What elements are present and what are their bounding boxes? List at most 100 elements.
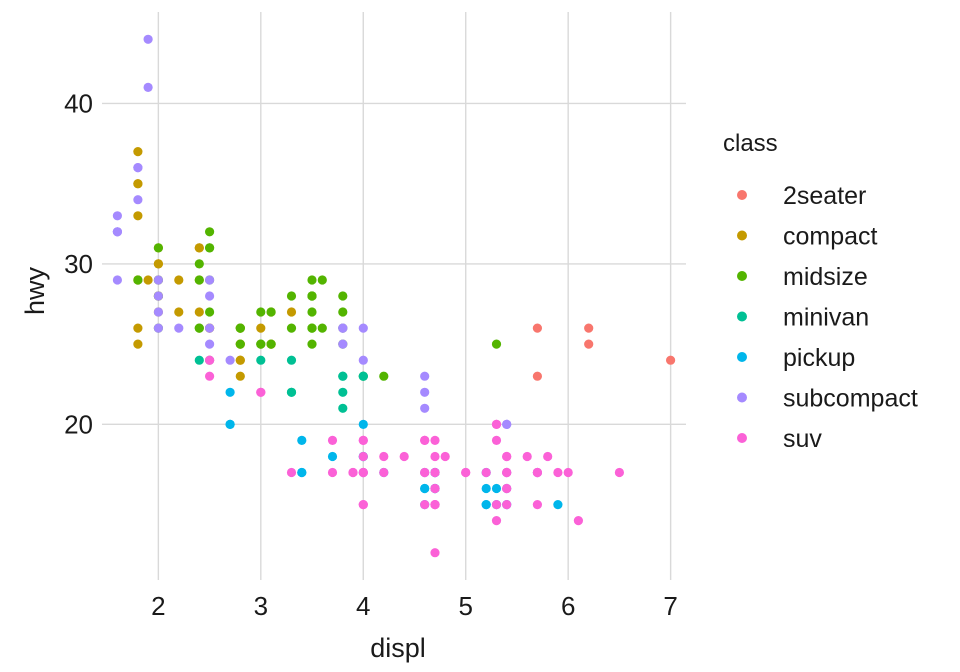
data-point-midsize	[317, 323, 327, 333]
data-point-midsize	[307, 323, 317, 333]
data-point-pickup	[491, 483, 502, 494]
data-point-pickup	[553, 500, 563, 510]
data-point-midsize	[256, 307, 266, 317]
data-point-midsize	[307, 307, 317, 317]
data-point-subcompact	[153, 291, 163, 301]
x-tick-label: 3	[254, 591, 268, 621]
data-point-midsize	[338, 291, 348, 301]
data-point-subcompact	[143, 34, 153, 44]
legend-label-2seater: 2seater	[783, 182, 866, 210]
data-point-midsize	[235, 339, 245, 349]
data-point-minivan	[286, 355, 297, 365]
data-point-2seater	[584, 339, 594, 349]
data-point-compact	[133, 323, 143, 333]
legend-key-compact	[737, 230, 747, 241]
data-point-suv	[327, 467, 338, 478]
legend: 2seater compact midsize minivan pickup subcom…	[737, 182, 918, 453]
data-point-midsize	[307, 275, 317, 285]
legend-label-subcompact: subcompact	[783, 385, 918, 413]
data-point-subcompact	[420, 387, 430, 397]
data-point-subcompact	[420, 371, 430, 381]
data-point-compact	[235, 371, 245, 381]
legend-key-2seater	[737, 190, 747, 200]
data-point-midsize	[379, 371, 389, 381]
data-point-midsize	[286, 323, 297, 333]
data-point-subcompact	[112, 275, 122, 285]
legend-label-minivan: minivan	[783, 304, 869, 332]
data-point-midsize	[205, 243, 215, 253]
data-point-pickup	[420, 483, 430, 494]
data-point-compact	[194, 307, 204, 317]
data-point-midsize	[153, 243, 163, 253]
data-point-suv	[358, 451, 368, 462]
data-point-suv	[502, 467, 512, 478]
data-point-midsize	[194, 259, 204, 269]
data-point-2seater	[666, 355, 676, 365]
x-tick-label: 5	[458, 591, 472, 621]
data-point-suv	[420, 435, 430, 445]
data-point-suv	[358, 435, 368, 445]
data-point-suv	[420, 500, 430, 510]
legend-key-suv	[737, 433, 747, 443]
data-point-suv	[327, 435, 338, 445]
data-point-suv	[491, 516, 502, 526]
data-point-pickup	[481, 483, 491, 494]
data-point-pickup	[327, 451, 338, 462]
data-point-suv	[502, 451, 512, 462]
data-point-compact	[133, 211, 143, 221]
data-point-subcompact	[225, 355, 235, 365]
data-point-suv	[491, 500, 502, 510]
data-point-suv	[502, 500, 512, 510]
data-point-pickup	[225, 419, 235, 429]
legend-key-pickup	[737, 352, 747, 362]
data-point-suv	[430, 435, 440, 445]
data-point-suv	[502, 483, 512, 494]
data-point-subcompact	[205, 323, 215, 333]
data-point-compact	[133, 339, 143, 349]
data-point-suv	[543, 451, 553, 462]
data-point-suv	[358, 500, 368, 510]
y-tick-label: 40	[64, 88, 93, 118]
data-point-subcompact	[420, 403, 430, 413]
data-point-subcompact	[112, 211, 122, 221]
data-point-subcompact	[358, 323, 368, 333]
data-point-subcompact	[153, 307, 163, 317]
data-points	[112, 34, 676, 558]
data-point-suv	[553, 467, 563, 478]
data-point-midsize	[338, 307, 348, 317]
data-point-suv	[491, 435, 502, 445]
data-point-subcompact	[205, 275, 215, 285]
data-point-subcompact	[153, 275, 163, 285]
data-point-suv	[256, 387, 266, 397]
data-point-compact	[235, 355, 245, 365]
x-axis-title: displ	[370, 633, 426, 663]
data-point-midsize	[194, 275, 204, 285]
data-point-midsize	[205, 307, 215, 317]
legend-key-midsize	[737, 271, 747, 281]
data-point-suv	[481, 467, 491, 478]
data-point-suv	[286, 467, 297, 478]
data-point-suv	[205, 355, 215, 365]
data-point-midsize	[266, 339, 276, 349]
data-point-suv	[358, 467, 368, 478]
legend-label-suv: suv	[783, 425, 822, 453]
data-point-suv	[348, 467, 358, 478]
y-axis-title: hwy	[20, 266, 50, 315]
data-point-pickup	[225, 387, 235, 397]
data-point-subcompact	[338, 339, 348, 349]
data-point-suv	[532, 500, 543, 510]
data-point-suv	[563, 467, 573, 478]
data-point-minivan	[286, 387, 297, 397]
data-point-subcompact	[133, 195, 143, 205]
data-point-suv	[430, 500, 440, 510]
data-point-midsize	[266, 307, 276, 317]
data-point-minivan	[358, 371, 368, 381]
data-point-2seater	[532, 323, 543, 333]
data-point-midsize	[133, 275, 143, 285]
data-point-compact	[286, 307, 297, 317]
data-point-midsize	[317, 275, 327, 285]
data-point-compact	[133, 179, 143, 189]
data-point-suv	[430, 483, 440, 494]
data-point-subcompact	[502, 419, 512, 429]
